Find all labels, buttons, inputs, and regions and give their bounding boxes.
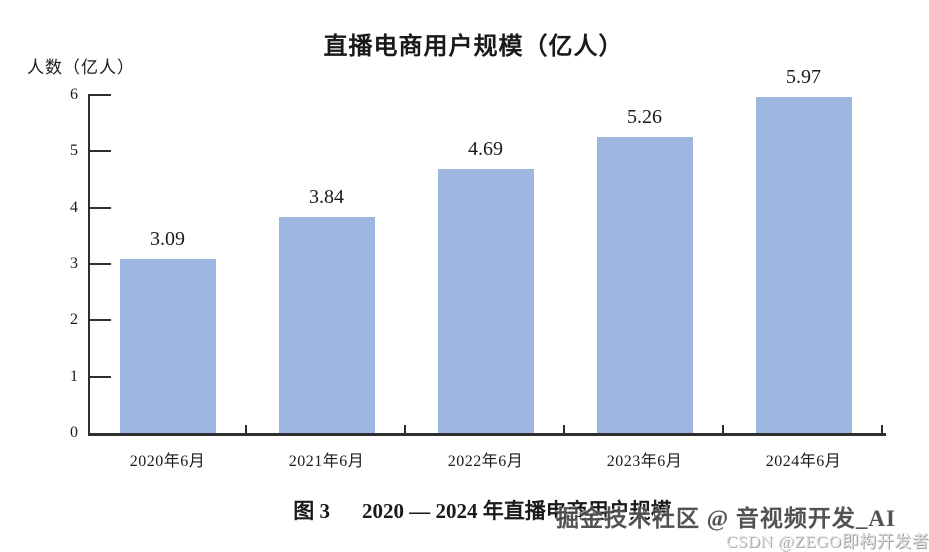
- y-axis-title: 人数（亿人）: [27, 58, 135, 77]
- y-axis-line: [88, 94, 90, 436]
- y-axis-tick: [90, 206, 111, 209]
- bar-2023年6月: [596, 136, 693, 433]
- y-axis-tick-label: 2: [70, 311, 78, 329]
- x-axis-boundary-tick: [722, 425, 724, 434]
- x-axis-label: 2024年6月: [765, 453, 842, 470]
- x-axis-line: [88, 433, 886, 436]
- x-axis-boundary-tick: [881, 425, 883, 434]
- y-axis-tick-label: 6: [70, 86, 78, 103]
- bar-2024年6月: [755, 96, 852, 433]
- y-axis-tick: [90, 150, 111, 153]
- y-axis-tick: [90, 319, 111, 322]
- bar-value-label: 4.69: [468, 137, 503, 160]
- y-axis-tick-label: 0: [70, 424, 78, 441]
- bar-2021年6月: [278, 216, 375, 433]
- figure-caption-text: 2020 — 2024 年直播电商用户规模: [362, 499, 672, 523]
- x-axis-boundary-tick: [404, 425, 406, 434]
- x-axis-label: 2022年6月: [447, 453, 524, 470]
- bar-2020年6月: [119, 258, 216, 433]
- x-axis-boundary-tick: [563, 425, 565, 434]
- bar-value-label: 3.09: [150, 227, 185, 250]
- y-axis-tick-label: 4: [70, 198, 78, 216]
- watermark-primary: 掘金技术社区 @ 音视频开发_AI: [556, 506, 896, 531]
- bar-2022年6月: [437, 168, 534, 433]
- x-axis-label: 2023年6月: [606, 453, 683, 470]
- x-axis-label: 2020年6月: [129, 453, 206, 470]
- chart-title: 直播电商用户规模（亿人）: [323, 34, 624, 60]
- x-axis-label: 2021年6月: [288, 453, 365, 470]
- y-axis-tick: [90, 375, 111, 378]
- y-axis-tick-label: 3: [70, 255, 78, 272]
- figure-caption-label: 图 3: [293, 499, 330, 523]
- plot-area: 0 1 2 3 4 5 6 3.09 2020年6月 3.84 2021年6月 4.69 2022年6月…: [70, 66, 886, 470]
- y-axis-tick-label: 1: [70, 367, 78, 385]
- y-axis-tick-label: 5: [70, 142, 78, 160]
- y-axis-tick: [90, 94, 111, 96]
- bar-value-label: 5.97: [786, 65, 821, 88]
- bar-value-label: 5.26: [627, 105, 662, 128]
- bar-value-label: 3.84: [309, 185, 344, 208]
- y-axis-tick: [90, 263, 111, 265]
- watermark-secondary: CSDN @ZEGO即构开发者: [726, 532, 929, 551]
- x-axis-boundary-tick: [245, 425, 247, 434]
- figure-caption: 图 3 2020 — 2024 年直播电商用户规模: [0, 495, 929, 525]
